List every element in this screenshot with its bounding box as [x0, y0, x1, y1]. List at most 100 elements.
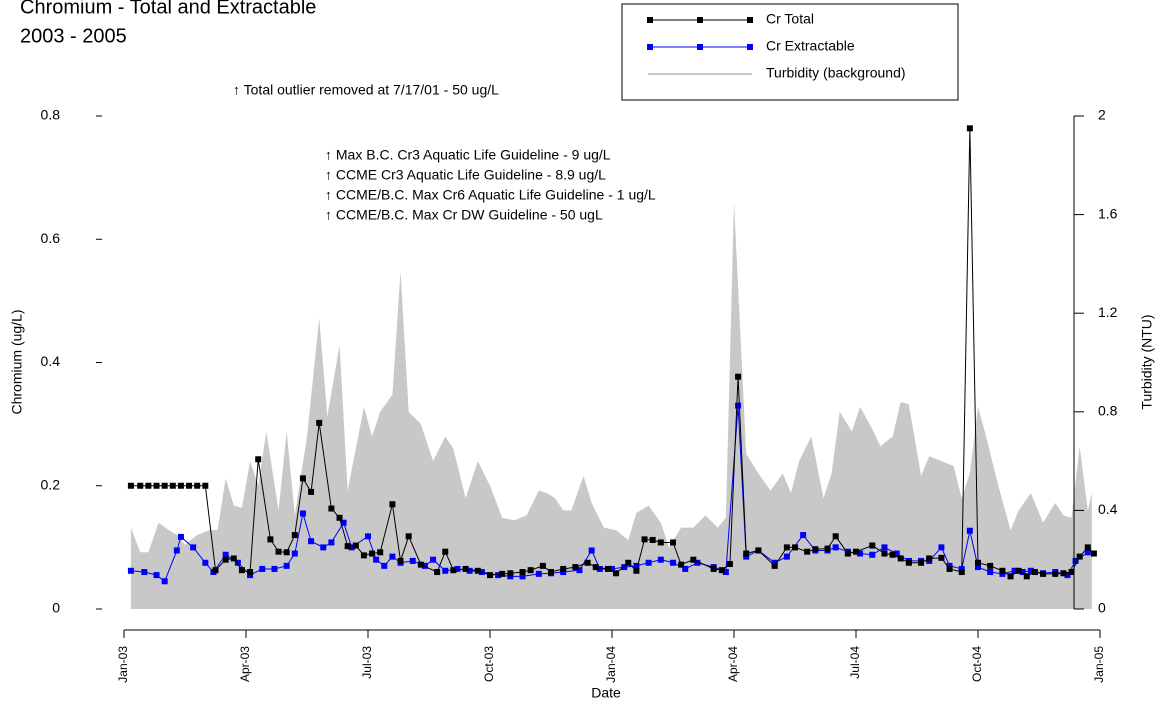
data-point	[1090, 550, 1097, 557]
data-point	[548, 569, 554, 576]
data-point	[255, 456, 262, 463]
data-point	[127, 482, 134, 489]
data-point	[690, 556, 697, 563]
data-point	[966, 527, 973, 534]
data-point	[889, 551, 896, 558]
data-point	[328, 539, 335, 546]
data-point	[1023, 573, 1030, 580]
data-point	[535, 570, 542, 577]
data-point	[560, 569, 567, 576]
data-point	[1052, 570, 1059, 577]
data-point	[499, 570, 506, 577]
y2-tick-label: 0.4	[1098, 501, 1118, 517]
data-point	[442, 548, 449, 555]
chart-title: Chromium - Total and Extractable	[20, 0, 316, 18]
data-point	[743, 550, 750, 557]
data-point	[881, 550, 888, 557]
data-point	[495, 572, 502, 579]
data-point	[348, 544, 355, 551]
y2-tick-label: 0	[1098, 600, 1106, 616]
data-point	[560, 565, 567, 572]
data-point	[145, 482, 152, 489]
data-point	[466, 567, 473, 574]
data-point	[812, 546, 819, 553]
data-point	[905, 559, 912, 566]
data-point	[238, 567, 245, 574]
data-point	[299, 475, 306, 482]
data-point	[434, 569, 441, 576]
data-point	[584, 559, 591, 566]
data-point	[657, 556, 664, 563]
y-tick-label: 0.4	[41, 353, 61, 369]
data-point	[592, 564, 599, 571]
data-point	[987, 569, 994, 576]
data-point	[657, 539, 664, 546]
data-point	[421, 562, 428, 569]
data-point	[161, 482, 168, 489]
data-point	[454, 565, 461, 572]
data-point	[137, 482, 144, 489]
x-tick-label: Jan-04	[604, 646, 618, 683]
data-point	[177, 482, 184, 489]
data-point	[783, 553, 790, 560]
data-point	[613, 570, 620, 577]
data-point	[194, 482, 201, 489]
data-point	[344, 543, 351, 550]
data-point	[999, 567, 1006, 574]
data-point	[735, 373, 742, 380]
data-point	[161, 578, 168, 585]
data-point	[487, 572, 493, 579]
data-point	[1011, 567, 1018, 574]
legend-label: Cr Extractable	[766, 38, 855, 54]
y2-tick-label: 2	[1098, 107, 1106, 123]
x-tick-label: Jul-04	[848, 646, 862, 679]
data-point	[230, 555, 237, 562]
data-point	[918, 559, 925, 566]
data-point	[247, 572, 254, 579]
data-point	[1084, 544, 1091, 551]
legend-marker	[647, 44, 653, 50]
data-point	[283, 562, 290, 569]
data-point	[141, 569, 148, 576]
data-point	[824, 545, 831, 552]
data-point	[234, 559, 241, 566]
data-point	[299, 510, 306, 517]
data-point	[190, 544, 197, 551]
data-point	[202, 559, 209, 566]
annotation: ↑ CCME Cr3 Aquatic Life Guideline - 8.9 …	[325, 167, 606, 183]
data-point	[966, 125, 973, 132]
data-point	[604, 565, 611, 572]
data-point	[1060, 570, 1067, 577]
y-tick-label: 0.8	[41, 107, 61, 123]
data-point	[186, 482, 193, 489]
data-point	[755, 547, 762, 554]
data-point	[869, 551, 876, 558]
data-point	[1072, 557, 1079, 564]
data-point	[645, 559, 652, 566]
turbidity-area	[130, 202, 1092, 609]
data-point	[519, 573, 526, 580]
data-point	[783, 544, 790, 551]
data-point	[340, 519, 347, 526]
data-point	[336, 514, 343, 521]
data-point	[678, 561, 685, 568]
data-point	[609, 565, 615, 572]
data-point	[507, 570, 514, 577]
data-point	[389, 501, 396, 508]
data-point	[832, 533, 839, 540]
data-point	[430, 556, 437, 563]
data-point	[897, 555, 904, 562]
data-point	[771, 562, 778, 569]
data-point	[999, 570, 1006, 577]
data-point	[377, 549, 384, 556]
legend-marker	[647, 17, 653, 23]
data-point	[271, 565, 278, 572]
data-point	[153, 572, 160, 579]
y-tick-label: 0.6	[41, 230, 61, 246]
data-point	[328, 505, 335, 512]
data-point	[507, 573, 514, 580]
data-point	[1031, 569, 1038, 576]
data-point	[212, 567, 219, 574]
data-point	[726, 561, 733, 568]
